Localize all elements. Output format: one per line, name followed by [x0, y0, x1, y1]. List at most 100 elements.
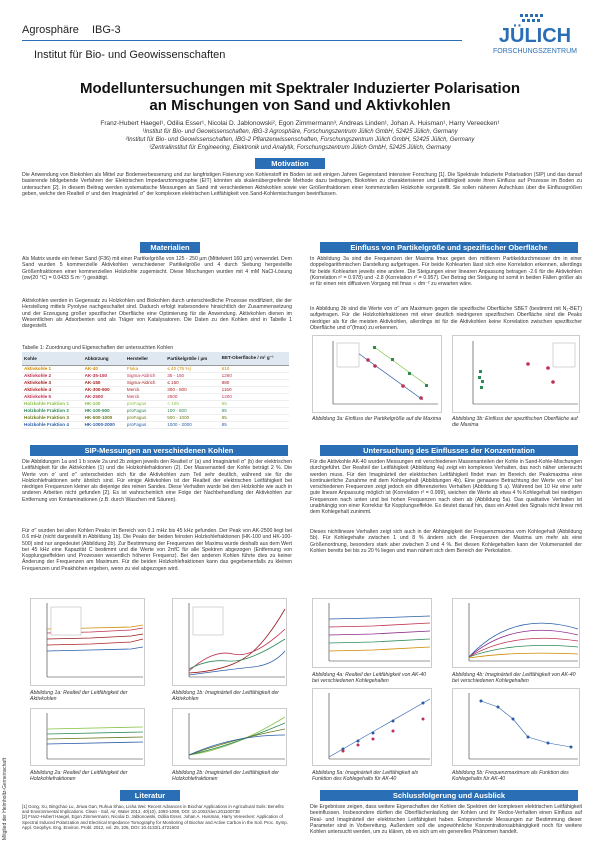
author-list: Franz-Hubert Haegel¹, Odilia Esser¹, Nic… — [100, 120, 500, 127]
cell-groesse: 35 - 150 — [165, 372, 220, 380]
cell-bet: 85 — [219, 400, 289, 408]
cell-groesse: 2500 — [165, 393, 220, 401]
conclusion-heading: Schlussfolgerung und Ausblick — [320, 790, 578, 801]
literature-heading: Literatur — [120, 790, 180, 801]
cell-kohle: Holzkohle Fraktion 1 — [22, 400, 83, 408]
col-header-abk: Abkürzung — [82, 352, 125, 366]
figure-3a-plot — [312, 335, 442, 413]
project-name: Agrosphäre — [22, 24, 79, 36]
figure-5a-caption: Abbildung 5a: Imaginärteil der Leitfähig… — [312, 770, 419, 782]
cell-bet: 1200 — [219, 393, 289, 401]
table-row: Holzkohle Fraktion 2 HK-100-500 proFagus 10… — [22, 407, 289, 415]
figure-2b-caption: Abbildung 2b: Imaginärteil der Leitfähig… — [172, 770, 279, 782]
cell-bet: 1150 — [219, 386, 289, 394]
affiliation-2: ²Institut für Bio- und Geowissenschaften… — [125, 137, 475, 143]
materials-text-1: Als Matrix wurde ein feiner Sand (F36) m… — [22, 256, 292, 281]
sip-heading: SIP-Messungen an verschiedenen Kohlen — [30, 445, 288, 456]
reference-item: [1] Gong, Xu, Bingchao Lu, Jinwa Gan, Ru… — [22, 804, 284, 815]
table-row: Aktivkohle 5 AK-2500 Merck 2500 1200 — [22, 393, 289, 401]
table-row: Aktivkohle 1 AK-40 Fluka ≤ 40 (75 %) 610 — [22, 365, 289, 373]
cell-hersteller: proFagus — [124, 400, 166, 408]
cell-groesse: 300 - 500 — [165, 386, 220, 394]
cell-kohle: Aktivkohle 3 — [22, 379, 83, 387]
figure-1a-caption: Abbildung 1a: Realteil der Leitfähigkeit… — [30, 690, 128, 702]
col-header-hersteller: Hersteller — [124, 352, 166, 366]
cell-hersteller: Merck — [124, 386, 166, 394]
cell-abk: HK-100 — [82, 400, 125, 408]
materials-heading: Materialien — [140, 242, 200, 253]
institute-name: Institut für Bio- und Geowissenschaften — [34, 49, 226, 61]
einfluss-heading: Einfluss von Partikelgröße und spezifisc… — [320, 242, 578, 253]
cell-bet: 880 — [219, 379, 289, 387]
cell-abk: AK-300-500 — [82, 386, 125, 394]
sip-text-2: Für σ'' wurden bei allen Kohlen Peaks im… — [22, 528, 292, 572]
table-row: Aktivkohle 2 AK-35-150 Sigma-Aldrich 35 - 1… — [22, 372, 289, 380]
sip-text-1: Die Abbildungen 1a und 1 b sowie 2a und … — [22, 459, 292, 503]
cell-bet: 610 — [219, 365, 289, 373]
cell-kohle: Aktivkohle 4 — [22, 386, 83, 394]
table-row: Holzkohle Fraktion 1 HK-100 proFagus < 100 8… — [22, 400, 289, 408]
cell-abk: HK-100-500 — [82, 407, 125, 415]
figure-1b-plot — [172, 598, 287, 686]
table-row: Aktivkohle 3 AK-150 Sigma-Aldrich ≤ 150 880 — [22, 379, 289, 387]
cell-abk: AK-40 — [82, 365, 125, 373]
cell-hersteller: proFagus — [124, 407, 166, 415]
figure-3a-caption: Abbildung 3a: Einfluss der Partikelgröße… — [312, 416, 442, 422]
unit-name: IBG-3 — [91, 24, 121, 36]
cell-groesse: ≤ 150 — [165, 379, 220, 387]
cell-groesse: ≤ 40 (75 %) — [165, 365, 220, 373]
materials-table-body: Aktivkohle 1 AK-40 Fluka ≤ 40 (75 %) 610 Akti… — [22, 365, 289, 429]
side-text: Mitglied der Helmholtz-Gemeinschaft — [2, 758, 8, 840]
figure-2a-caption: Abbildung 2a: Realteil der Leitfähigkeit… — [30, 770, 128, 782]
cell-hersteller: proFagus — [124, 414, 166, 422]
reference-list: [1] Gong, Xu, Bingchao Lu, Jinwa Gan, Ru… — [22, 804, 292, 830]
cell-hersteller: Sigma-Aldrich — [124, 372, 166, 380]
cell-abk: AK-35-150 — [82, 372, 125, 380]
motivation-text: Die Anwendung von Biokohlen als Mittel z… — [22, 172, 582, 197]
figure-5b-caption: Abbildung 5b: Frequenzmaximum als Funkti… — [452, 770, 569, 782]
cell-kohle: Aktivkohle 1 — [22, 365, 83, 373]
materials-table-wrap: Kohle Abkürzung Hersteller Partikelgröße… — [22, 352, 289, 429]
col-header-bet: BET-Oberfläche / m² g⁻¹ — [219, 352, 289, 366]
einfluss-text-1: In Abbildung 3a sind die Frequenzen der … — [310, 256, 582, 288]
materials-table: Kohle Abkürzung Hersteller Partikelgröße… — [22, 352, 289, 429]
title-line-2: an Mischungen von Sand und Aktivkohlen — [149, 97, 451, 114]
konzentration-text-1: Für die Aktivkohle AK-40 wurden Messunge… — [310, 459, 582, 516]
figure-1a-plot — [30, 598, 145, 686]
cell-groesse: 100 - 500 — [165, 407, 220, 415]
table-row: Aktivkohle 4 AK-300-500 Merck 300 - 500 1150 — [22, 386, 289, 394]
logo-subtitle: FORSCHUNGSZENTRUM — [493, 48, 577, 55]
header-project: Agrosphäre IBG-3 — [22, 24, 131, 36]
einfluss-text-2: In Abbildung 3b sind die Werte von σ'' a… — [310, 306, 582, 331]
figure-1b-caption: Abbildung 1b: Imaginärteil der Leitfähig… — [172, 690, 279, 702]
cell-groesse: 1000 - 2000 — [165, 421, 220, 429]
logo-text: JÜLICH — [499, 24, 571, 47]
cell-abk: HK-1000-2000 — [82, 421, 125, 429]
cell-kohle: Holzkohle Fraktion 4 — [22, 421, 83, 429]
cell-bet: 85 — [219, 421, 289, 429]
title-line-1: Modelluntersuchungen mit Spektraler Indu… — [79, 80, 521, 97]
col-header-groesse: Partikelgröße / µm — [165, 352, 220, 366]
table-header-row: Kohle Abkürzung Hersteller Partikelgröße… — [22, 352, 289, 366]
cell-kohle: Aktivkohle 2 — [22, 372, 83, 380]
conclusion-text: Die Ergebnisse zeigen, dass weitere Eige… — [310, 804, 582, 836]
figure-5a-plot — [312, 688, 432, 766]
cell-groesse: < 100 — [165, 400, 220, 408]
materials-text-2: Aktivkohlen werden in Gegensatz zu Holzk… — [22, 298, 292, 330]
figure-4b-plot — [452, 598, 580, 668]
cell-bet: 85 — [219, 407, 289, 415]
figure-2a-plot — [30, 708, 145, 766]
affiliation-3: ³Zentralinstitut für Engineering, Elektr… — [149, 145, 451, 151]
reference-item: [2] Franz-Hubert Haegel, Egon Zimmermann… — [22, 814, 288, 830]
figure-4a-plot — [312, 598, 432, 668]
table-caption: Tabelle 1: Zuordnung und Eigenschaften d… — [22, 345, 174, 351]
table-row: Holzkohle Fraktion 4 HK-1000-2000 proFagus… — [22, 421, 289, 429]
cell-abk: AK-150 — [82, 379, 125, 387]
konzentration-text-2: Dieses nichtlineare Verhalten zeigt sich… — [310, 529, 582, 554]
cell-abk: HK-500-1000 — [82, 414, 125, 422]
cell-groesse: 500 - 1000 — [165, 414, 220, 422]
figure-2b-plot — [172, 708, 287, 766]
cell-kohle: Holzkohle Fraktion 3 — [22, 414, 83, 422]
cell-kohle: Holzkohle Fraktion 2 — [22, 407, 83, 415]
cell-abk: AK-2500 — [82, 393, 125, 401]
